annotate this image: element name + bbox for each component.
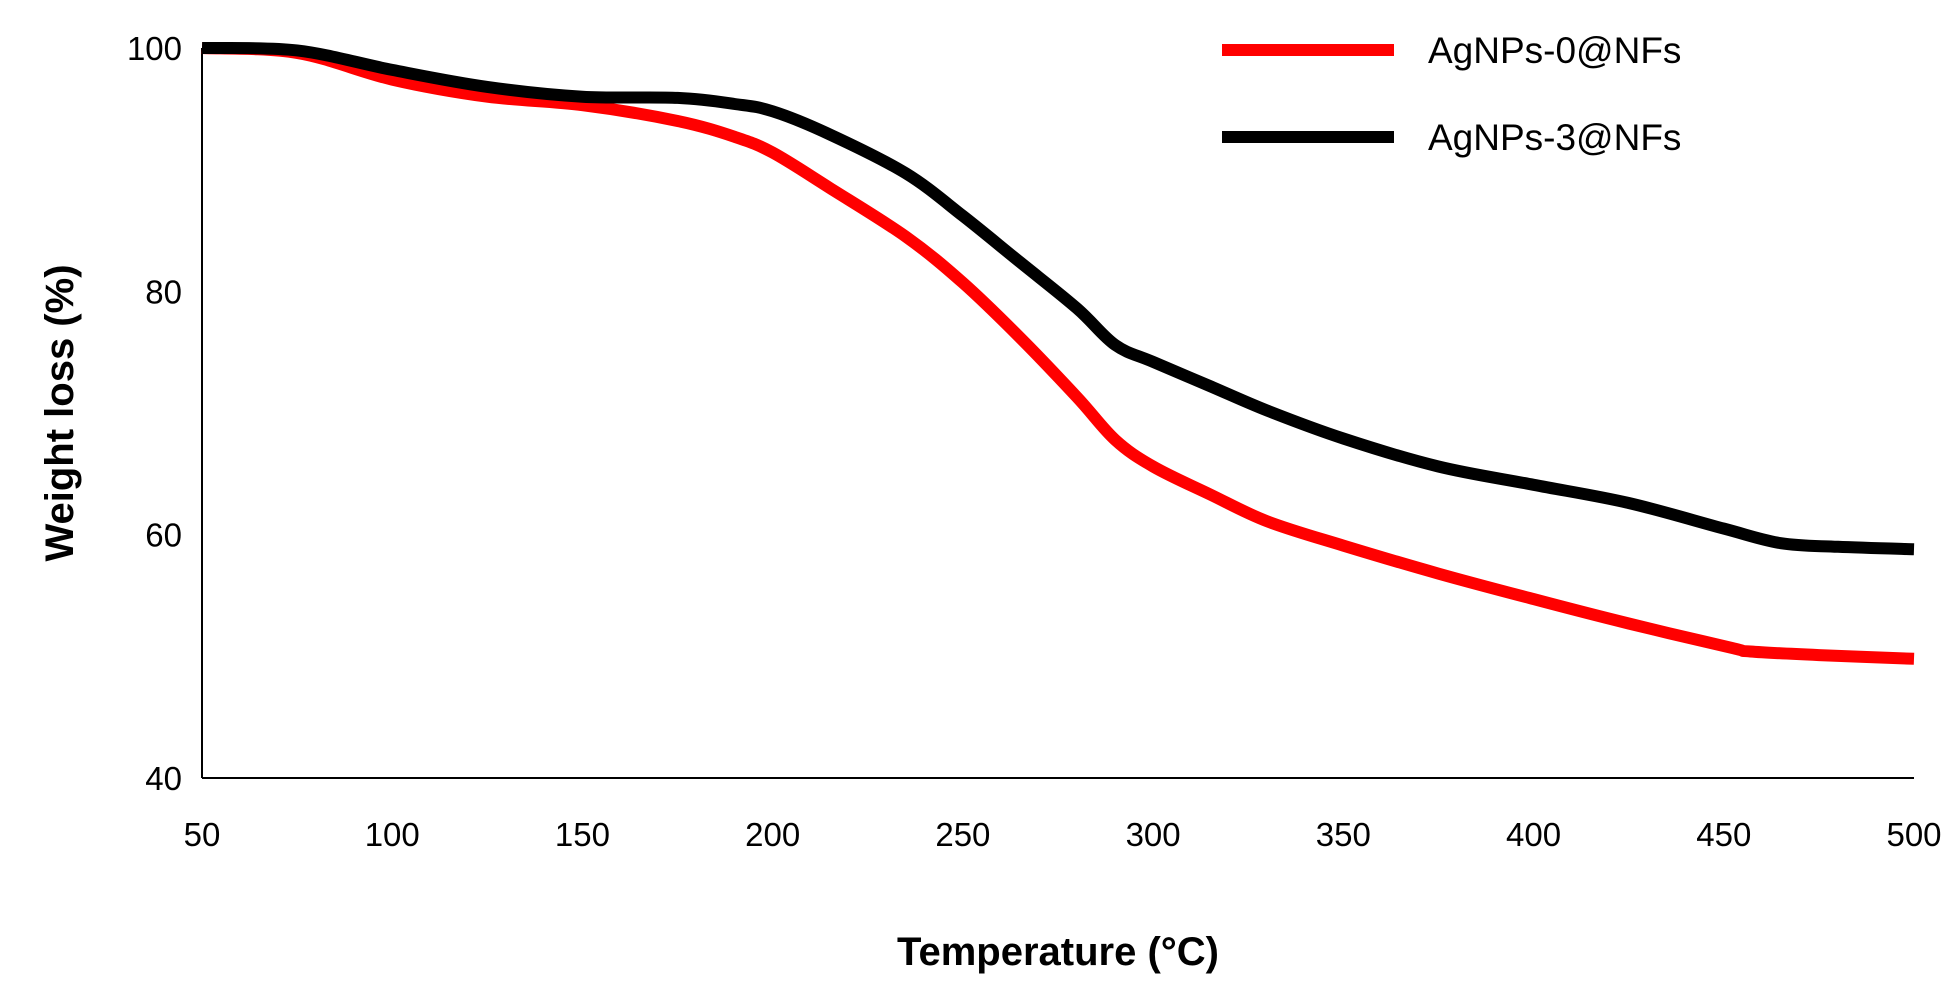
x-tick-label: 400 [1506, 816, 1561, 853]
axes [201, 48, 1914, 779]
x-tick-label: 300 [1126, 816, 1181, 853]
x-tick-label: 450 [1696, 816, 1751, 853]
series-lines [201, 41, 1915, 665]
series-line-agnps-0 [201, 42, 1915, 665]
y-tick-label: 60 [145, 517, 182, 554]
x-tick-label: 100 [365, 816, 420, 853]
x-tick-label: 250 [935, 816, 990, 853]
x-tick-label: 50 [184, 816, 221, 853]
x-axis-title: Temperature (°C) [897, 930, 1219, 974]
x-tick-label: 200 [745, 816, 800, 853]
y-tick-label: 80 [145, 273, 182, 310]
y-tick-label: 40 [145, 760, 182, 797]
y-tick-labels: 40 60 80 100 [127, 30, 182, 797]
legend-label: AgNPs-3@NFs [1428, 117, 1681, 158]
x-tick-label: 150 [555, 816, 610, 853]
legend: AgNPs-0@NFs AgNPs-3@NFs [1222, 30, 1681, 158]
x-tick-label: 500 [1886, 816, 1941, 853]
series-line-agnps-3 [201, 41, 1915, 556]
y-tick-label: 100 [127, 30, 182, 67]
x-tick-label: 350 [1316, 816, 1371, 853]
x-tick-labels: 50 100 150 200 250 300 350 400 450 500 [184, 816, 1942, 853]
y-axis-title: Weight loss (%) [38, 264, 82, 561]
legend-label: AgNPs-0@NFs [1428, 30, 1681, 71]
